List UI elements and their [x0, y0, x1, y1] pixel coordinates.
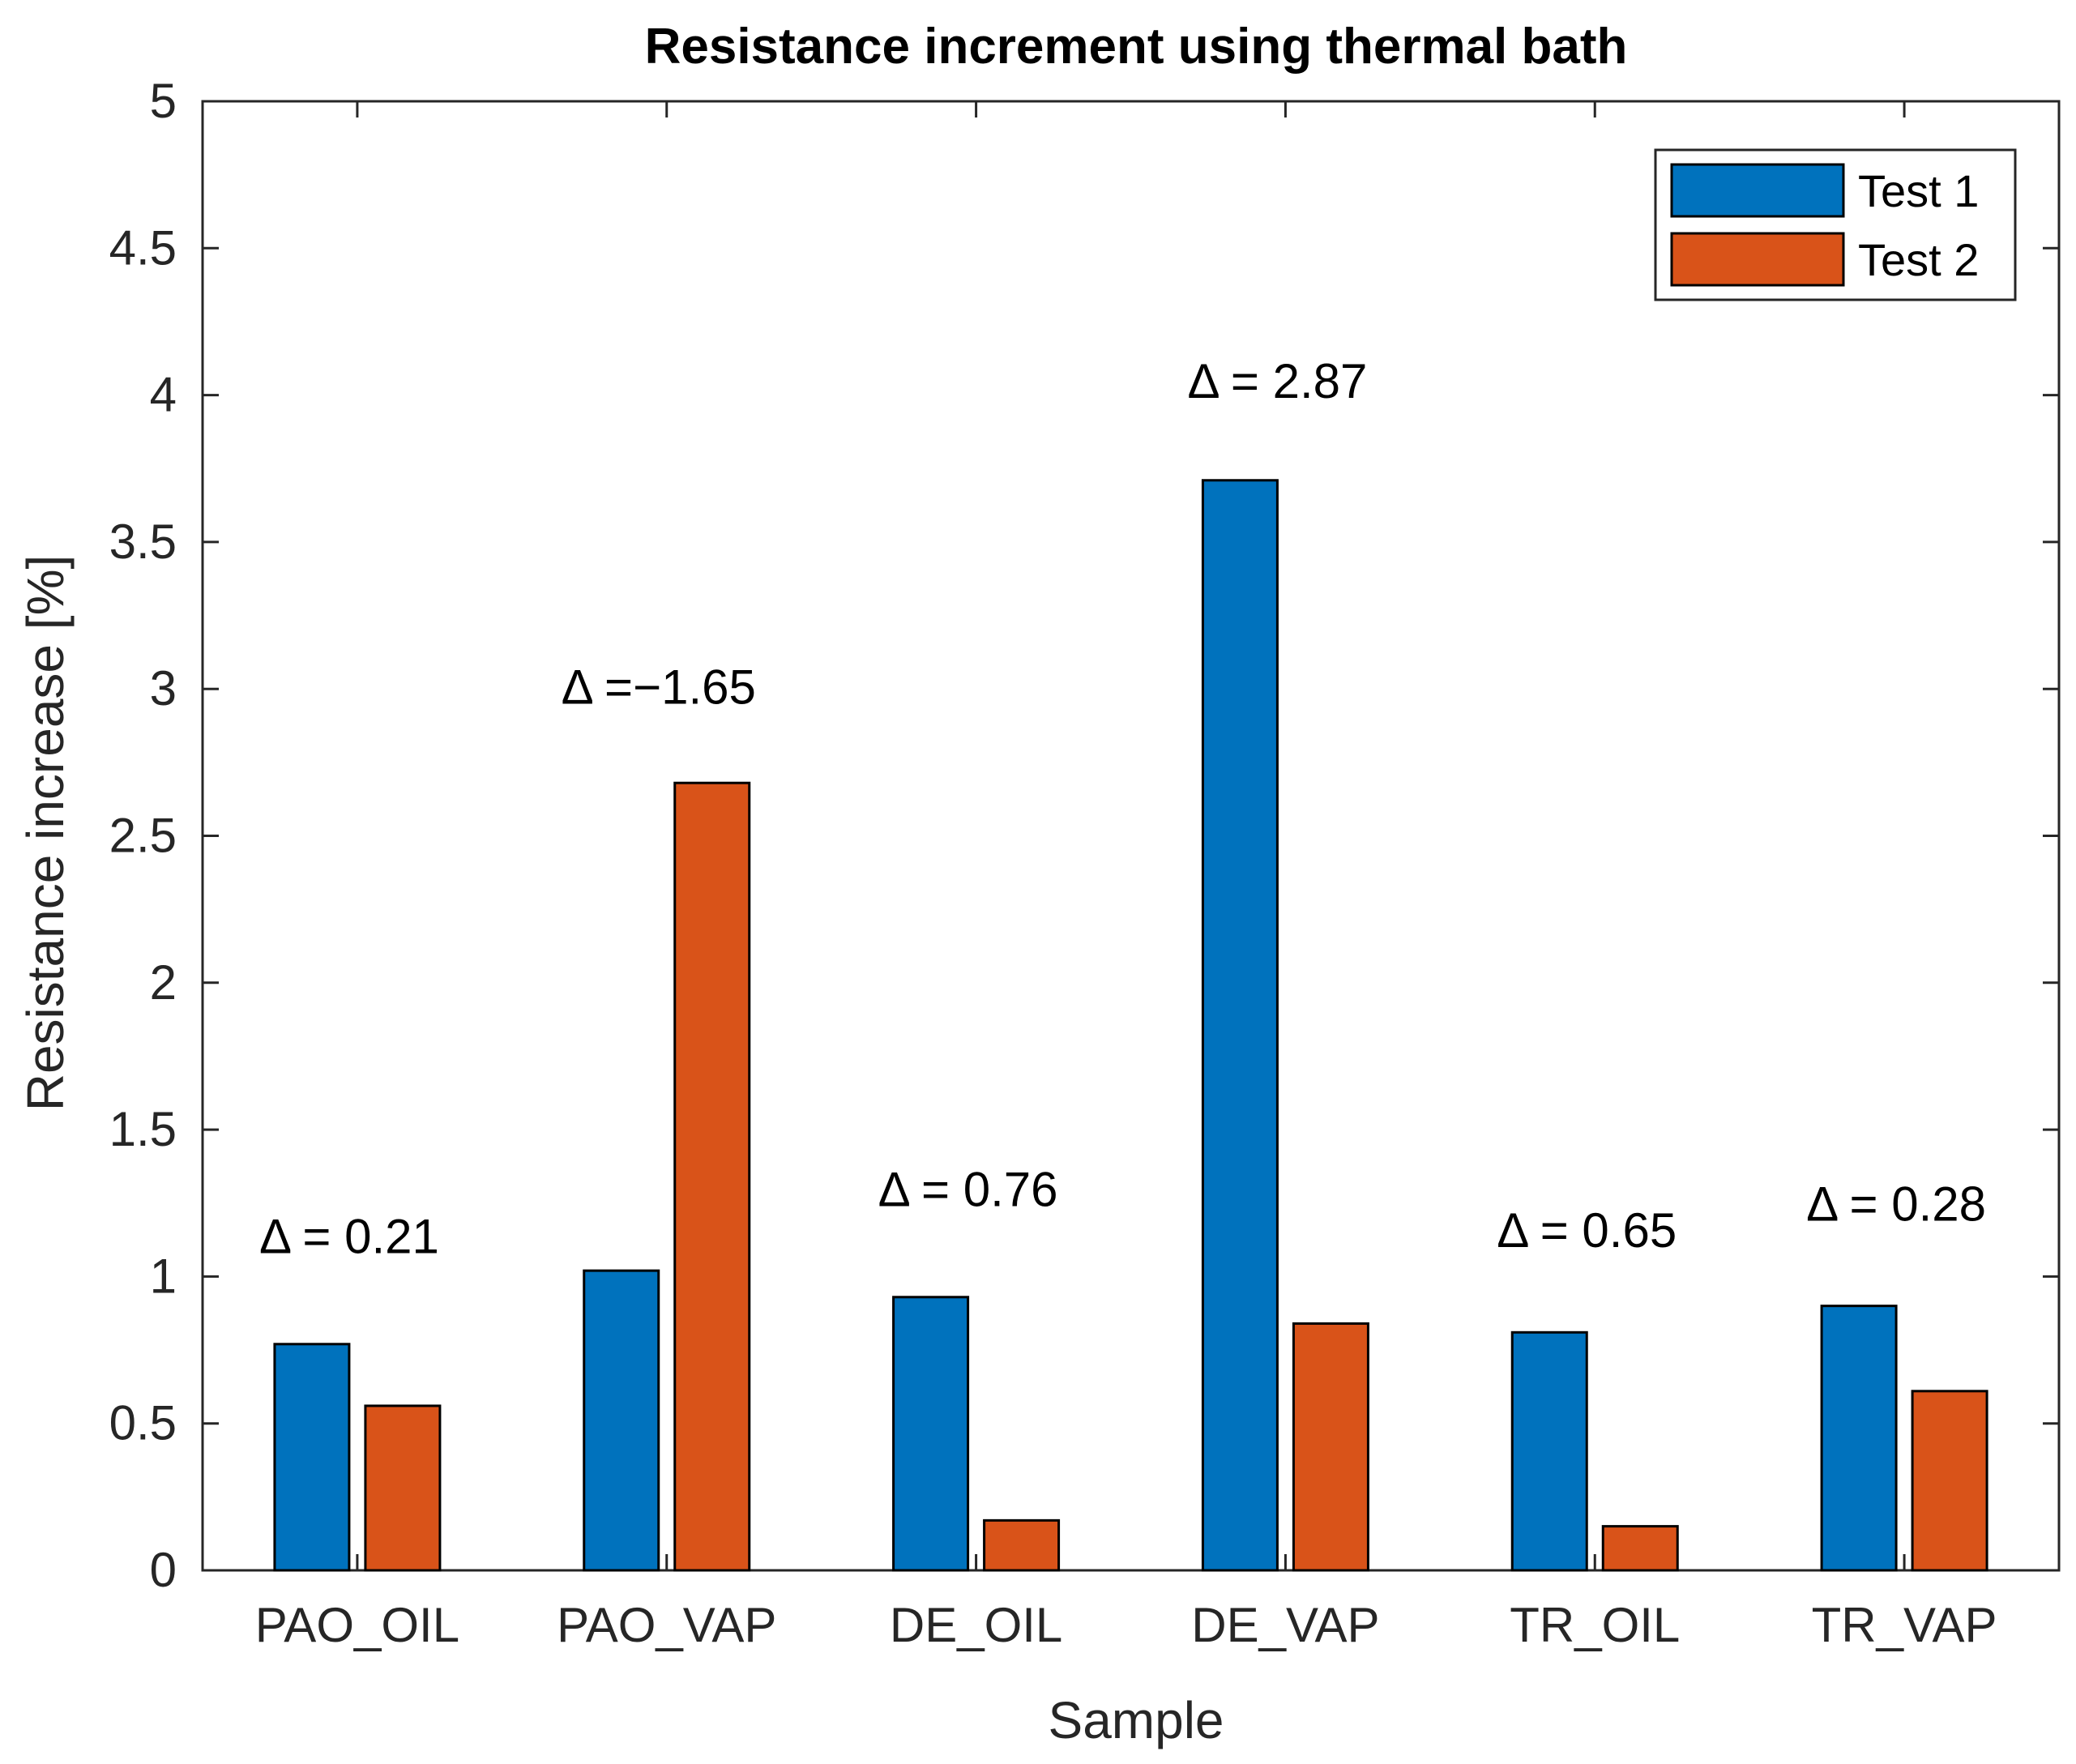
x-tick-label: DE_OIL — [890, 1598, 1062, 1652]
y-tick-label: 4.5 — [109, 220, 177, 275]
x-axis-label: Sample — [1049, 1691, 1224, 1749]
legend: Test 1 Test 2 — [1654, 148, 2017, 301]
legend-swatch-test-1 — [1670, 163, 1845, 218]
legend-swatch-test-2 — [1670, 232, 1845, 287]
legend-label: Test 2 — [1858, 234, 1979, 285]
y-tick-label: 5 — [150, 74, 177, 128]
x-tick-label: TR_VAP — [1812, 1598, 1997, 1652]
y-tick-label: 0 — [150, 1543, 177, 1597]
delta-annotation: Δ = 2.87 — [1187, 354, 1367, 408]
delta-annotation: Δ = 0.28 — [1806, 1177, 1986, 1232]
bar-test-2-pao_vap — [673, 781, 751, 1572]
y-tick-label: 2 — [150, 955, 177, 1010]
y-tick-label: 3.5 — [109, 515, 177, 569]
plot-area — [201, 100, 2061, 1572]
ticks-layer: 0 0.5 1 1.5 2 2.5 3 3.5 4 4.5 5 PAO_OIL PAO_VAP DE_OI… — [109, 74, 2059, 1652]
y-tick-label: 3 — [150, 661, 177, 715]
bar-test-2-de_oil — [983, 1518, 1061, 1572]
x-tick-label: PAO_OIL — [255, 1598, 459, 1652]
annotations-layer: Δ = 0.21 Δ =−1.65 Δ = 0.76 Δ = 2.87 Δ = 0.65… — [259, 354, 1986, 1263]
y-axis-label: Resistance increase [%] — [16, 555, 75, 1112]
y-tick-label: 1 — [150, 1249, 177, 1303]
bar-test-1-tr_oil — [1510, 1330, 1588, 1572]
axes-box — [201, 100, 2061, 1572]
x-tick-label: TR_OIL — [1510, 1598, 1680, 1652]
bar-test-2-pao_oil — [364, 1404, 442, 1572]
bar-test-1-tr_vap — [1820, 1305, 1898, 1572]
delta-annotation: Δ = 0.76 — [878, 1162, 1058, 1216]
bar-test-1-de_oil — [892, 1296, 970, 1572]
y-tick-label: 0.5 — [109, 1396, 177, 1450]
delta-annotation: Δ = 0.21 — [259, 1209, 439, 1263]
bar-test-2-de_vap — [1292, 1322, 1369, 1572]
y-tick-label: 1.5 — [109, 1102, 177, 1156]
y-tick-label: 4 — [150, 368, 177, 422]
y-tick-label: 2.5 — [109, 809, 177, 863]
bar-test-2-tr_vap — [1911, 1390, 1988, 1572]
bar-test-1-pao_vap — [583, 1269, 660, 1572]
delta-annotation: Δ = 0.65 — [1497, 1203, 1677, 1258]
bar-test-2-tr_oil — [1601, 1525, 1679, 1572]
chart-title: Resistance increment using thermal bath — [645, 19, 1628, 75]
bar-test-1-de_vap — [1201, 479, 1279, 1572]
bars-layer — [273, 479, 1988, 1572]
x-tick-label: DE_VAP — [1191, 1598, 1379, 1652]
delta-annotation: Δ =−1.65 — [562, 660, 756, 714]
bar-test-1-pao_oil — [273, 1343, 351, 1572]
x-tick-label: PAO_VAP — [557, 1598, 776, 1652]
legend-label: Test 1 — [1858, 165, 1979, 216]
